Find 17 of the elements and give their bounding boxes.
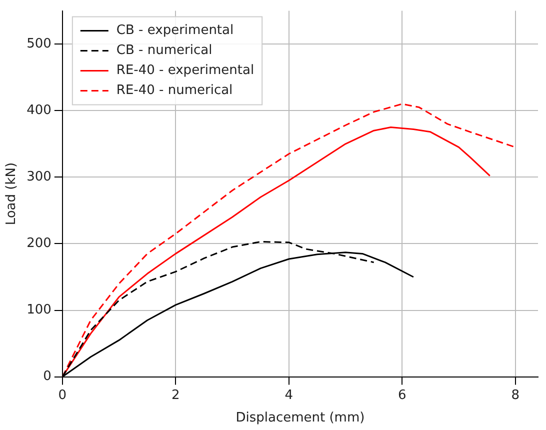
y-tick-label: 200 bbox=[26, 236, 52, 252]
legend-label: CB - experimental bbox=[116, 23, 234, 38]
x-tick-label: 2 bbox=[172, 388, 180, 403]
x-tick-label: 0 bbox=[58, 388, 67, 403]
legend-label: CB - numerical bbox=[116, 43, 212, 58]
y-axis-title: Load (kN) bbox=[4, 162, 20, 226]
y-tick-label: 300 bbox=[26, 170, 52, 185]
y-tick-label: 400 bbox=[26, 102, 52, 118]
legend-label: RE-40 - experimental bbox=[116, 63, 254, 78]
y-tick-label: 0 bbox=[43, 369, 52, 384]
x-tick-label: 4 bbox=[284, 388, 294, 403]
y-tick-label: 100 bbox=[26, 302, 52, 318]
x-tick-label: 8 bbox=[511, 388, 520, 403]
x-tick-label: 6 bbox=[398, 388, 406, 403]
y-tick-label: 500 bbox=[26, 36, 52, 52]
legend-label: RE-40 - numerical bbox=[116, 83, 233, 98]
x-axis-title: Displacement (mm) bbox=[236, 410, 365, 426]
